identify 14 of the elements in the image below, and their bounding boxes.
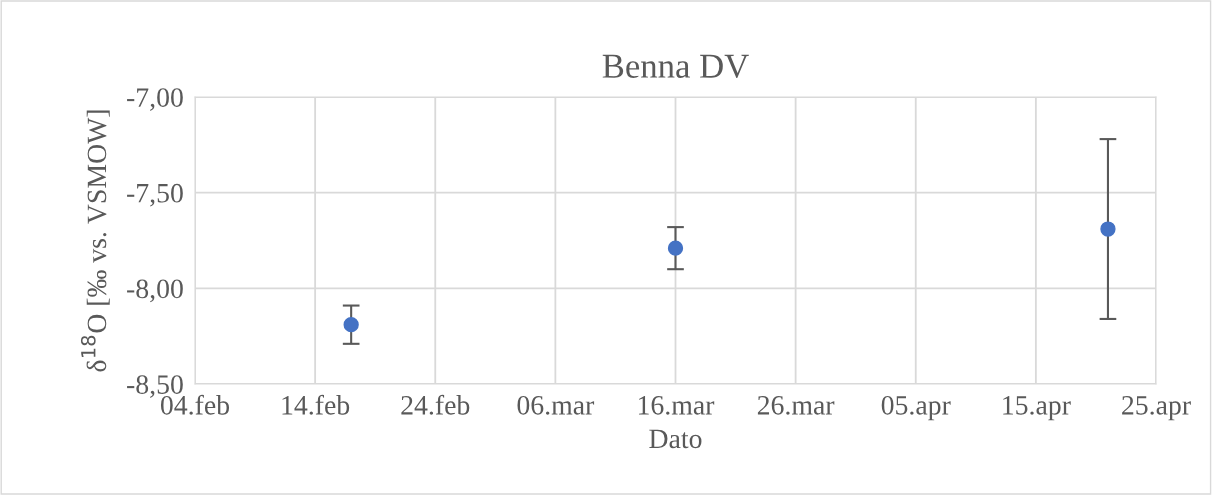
x-tick-label: 14.feb <box>282 394 350 415</box>
x-tick-label: 26.mar <box>757 395 835 415</box>
y-tick-label: -7,50 <box>127 183 183 207</box>
x-tick-label: 05.apr <box>881 395 951 421</box>
x-tick-label: 16.mar <box>638 395 715 415</box>
x-tick-label: 24.feb <box>401 394 470 415</box>
x-tick-label: 06.mar <box>517 395 595 415</box>
x-tick-label: 15.apr <box>1003 396 1071 421</box>
y-axis-title: δ$^{18}$O [‰ vs. VSMOW] <box>80 110 110 372</box>
y-tick-label: -8,00 <box>127 279 183 303</box>
x-tick-label: 25.apr <box>1122 395 1191 421</box>
y-tick-label: -7,00 <box>127 88 183 111</box>
x-axis-title: Dato <box>649 429 702 449</box>
chart-title: Benna DV <box>602 54 749 79</box>
